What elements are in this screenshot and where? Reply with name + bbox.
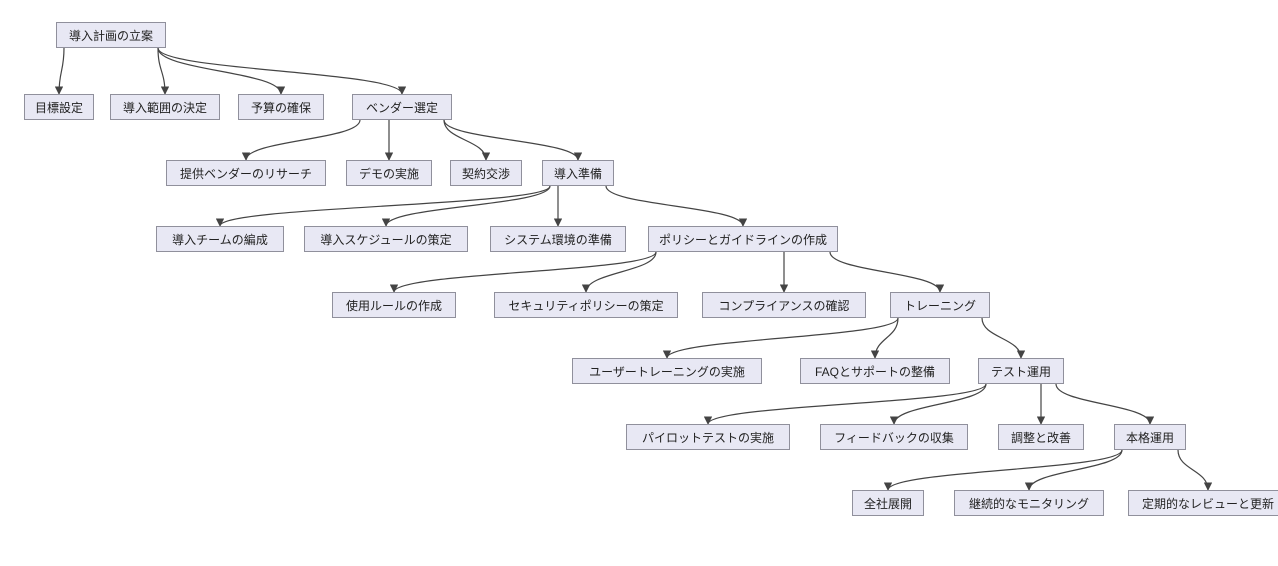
node-n25: 全社展開	[852, 490, 924, 516]
node-label: 導入チームの編成	[172, 231, 268, 248]
edge-n17-n18	[667, 318, 898, 358]
edge-n20-n22	[894, 384, 986, 424]
node-label: ユーザートレーニングの実施	[589, 363, 745, 380]
node-label: フィードバックの収集	[834, 429, 954, 446]
node-label: コンプライアンスの確認	[719, 297, 850, 314]
node-n17: トレーニング	[890, 292, 990, 318]
node-label: 定期的なレビューと更新	[1142, 495, 1274, 512]
edge-n9-n13	[606, 186, 743, 226]
edge-n20-n24	[1056, 384, 1150, 424]
node-label: 全社展開	[864, 495, 912, 512]
edge-n1-n2	[59, 48, 64, 94]
node-n15: セキュリティポリシーの策定	[494, 292, 678, 318]
edges-layer	[0, 0, 1278, 566]
node-label: 継続的なモニタリング	[969, 495, 1089, 512]
edge-n24-n26	[1029, 450, 1122, 490]
edge-n17-n20	[982, 318, 1021, 358]
edge-n1-n4	[158, 48, 281, 94]
edge-n13-n17	[830, 252, 940, 292]
node-n3: 導入範囲の決定	[110, 94, 220, 120]
node-label: 導入計画の立案	[69, 27, 153, 44]
node-label: 提供ベンダーのリサーチ	[180, 165, 312, 182]
node-label: 使用ルールの作成	[346, 297, 442, 314]
node-label: 目標設定	[35, 99, 83, 116]
node-n18: ユーザートレーニングの実施	[572, 358, 762, 384]
node-n13: ポリシーとガイドラインの作成	[648, 226, 838, 252]
node-n8: 契約交渉	[450, 160, 522, 186]
node-n20: テスト運用	[978, 358, 1064, 384]
edge-n13-n14	[394, 252, 656, 292]
node-n1: 導入計画の立案	[56, 22, 166, 48]
node-label: 導入スケジュールの策定	[320, 231, 451, 248]
node-n24: 本格運用	[1114, 424, 1186, 450]
node-n12: システム環境の準備	[490, 226, 626, 252]
node-n14: 使用ルールの作成	[332, 292, 456, 318]
node-n19: FAQとサポートの整備	[800, 358, 950, 384]
node-n5: ベンダー選定	[352, 94, 452, 120]
node-label: ベンダー選定	[366, 99, 438, 116]
node-label: システム環境の準備	[504, 231, 612, 248]
node-label: 調整と改善	[1011, 429, 1071, 446]
edge-n5-n9	[444, 120, 578, 160]
node-n9: 導入準備	[542, 160, 614, 186]
edge-n9-n10	[220, 186, 550, 226]
node-label: 予算の確保	[251, 99, 311, 116]
edge-n24-n25	[888, 450, 1122, 490]
edge-n5-n6	[246, 120, 360, 160]
node-n16: コンプライアンスの確認	[702, 292, 866, 318]
node-n4: 予算の確保	[238, 94, 324, 120]
node-n22: フィードバックの収集	[820, 424, 968, 450]
node-label: パイロットテストの実施	[642, 429, 774, 446]
diagram-canvas: 導入計画の立案目標設定 導入範囲の決定 予算の確保 ベンダー選定提供ベンダーのリサーチ…	[0, 0, 1278, 566]
edge-n24-n27	[1178, 450, 1208, 490]
node-label: テスト運用	[991, 363, 1051, 380]
node-n26: 継続的なモニタリング	[954, 490, 1104, 516]
node-label: デモの実施	[359, 165, 419, 182]
node-label: 契約交渉	[462, 165, 510, 182]
edge-n1-n5	[158, 48, 402, 94]
edge-n5-n8	[444, 120, 486, 160]
node-label: 導入準備	[554, 165, 602, 182]
node-label: セキュリティポリシーの策定	[508, 297, 663, 314]
node-n2: 目標設定	[24, 94, 94, 120]
node-n6: 提供ベンダーのリサーチ	[166, 160, 326, 186]
node-n11: 導入スケジュールの策定	[304, 226, 468, 252]
node-label: 本格運用	[1126, 429, 1174, 446]
node-n27: 定期的なレビューと更新	[1128, 490, 1278, 516]
edge-n1-n3	[158, 48, 165, 94]
node-n23: 調整と改善	[998, 424, 1084, 450]
edge-n20-n21	[708, 384, 986, 424]
node-label: FAQとサポートの整備	[815, 363, 935, 380]
edge-n13-n15	[586, 252, 656, 292]
edge-n9-n11	[386, 186, 550, 226]
edge-n17-n19	[875, 318, 898, 358]
node-n21: パイロットテストの実施	[626, 424, 790, 450]
node-label: 導入範囲の決定	[123, 99, 207, 116]
node-label: ポリシーとガイドラインの作成	[659, 231, 827, 248]
node-label: トレーニング	[904, 297, 976, 314]
node-n10: 導入チームの編成	[156, 226, 284, 252]
node-n7: デモの実施	[346, 160, 432, 186]
